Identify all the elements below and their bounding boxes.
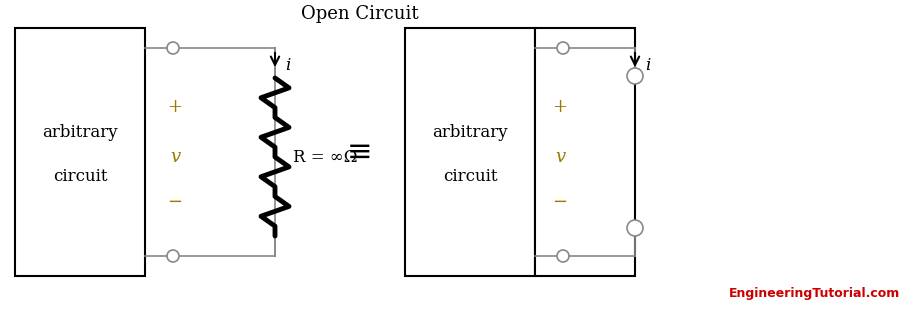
Text: v: v <box>170 148 180 166</box>
Text: arbitrary: arbitrary <box>43 124 118 141</box>
Circle shape <box>627 220 643 236</box>
Text: ≡: ≡ <box>347 137 372 168</box>
Text: Open Circuit: Open Circuit <box>301 5 419 23</box>
Text: circuit: circuit <box>53 168 107 185</box>
Text: +: + <box>553 98 567 116</box>
Text: EngineeringTutorial.com: EngineeringTutorial.com <box>729 287 900 300</box>
Text: i: i <box>285 58 290 75</box>
Text: +: + <box>167 98 183 116</box>
Text: i: i <box>645 58 650 75</box>
Text: −: − <box>553 193 567 211</box>
Circle shape <box>167 250 179 262</box>
Bar <box>535 28 635 276</box>
Circle shape <box>167 42 179 54</box>
Bar <box>405 28 535 276</box>
Text: arbitrary: arbitrary <box>432 124 508 141</box>
Text: −: − <box>167 193 183 211</box>
Bar <box>15 28 145 276</box>
Text: v: v <box>555 148 565 166</box>
Text: circuit: circuit <box>443 168 497 185</box>
Circle shape <box>557 42 569 54</box>
Circle shape <box>557 250 569 262</box>
Text: R = ∞Ω: R = ∞Ω <box>293 148 358 165</box>
Circle shape <box>627 68 643 84</box>
